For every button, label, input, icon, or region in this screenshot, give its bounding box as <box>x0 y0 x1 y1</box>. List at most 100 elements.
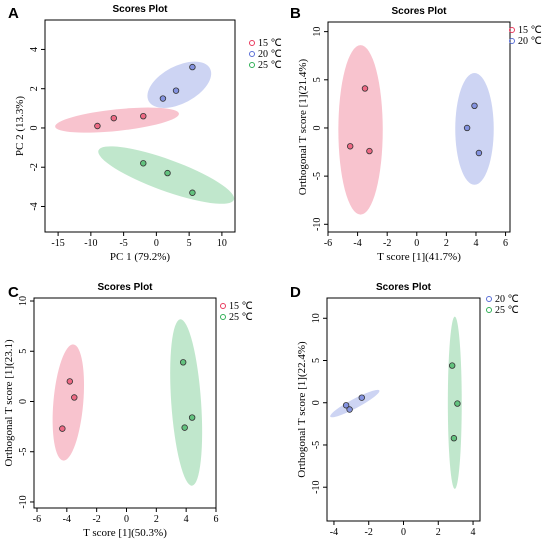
data-point-20C <box>471 102 478 110</box>
plot-title: Scores Plot <box>112 4 168 15</box>
data-point-20C <box>189 63 196 71</box>
plot-title: Scores Plot <box>391 6 447 17</box>
y-axis-label: Orthogonal T score [1](23.1) <box>3 339 15 467</box>
data-point-15C <box>110 114 117 122</box>
y-tick-label: -5 <box>18 448 29 456</box>
y-tick-label: 2 <box>29 86 40 91</box>
y-tick-label: 5 <box>311 358 322 363</box>
y-tick-label: 0 <box>29 125 40 130</box>
x-tick-label: -2 <box>365 527 373 538</box>
scores-plot-panel-b: B Scores Plot -6 -4 -2 0 2 4 6 -10 -5 0 5 10 T score [… <box>290 5 542 263</box>
legend-marker <box>509 27 515 33</box>
y-tick-label: -10 <box>18 495 29 508</box>
legend-marker <box>509 38 515 44</box>
y-tick-label: 10 <box>18 296 29 306</box>
data-point-20C <box>172 87 180 94</box>
legend-label: 25 ℃ <box>495 305 519 316</box>
legend-label: 25 ℃ <box>258 60 282 71</box>
y-axis-label: PC 2 (13.3%) <box>14 96 26 157</box>
panel-letter: B <box>290 5 301 22</box>
confidence-ellipse-20C <box>330 389 380 418</box>
data-point-20C <box>463 124 471 132</box>
y-tick-label: -10 <box>311 481 322 494</box>
y-tick-label: 0 <box>311 400 322 405</box>
legend-marker <box>249 40 255 46</box>
legend-label: 20 ℃ <box>258 49 282 60</box>
legend-label: 25 ℃ <box>229 312 253 323</box>
x-tick-label: -4 <box>353 238 361 249</box>
y-tick-label: -10 <box>312 218 323 231</box>
x-tick-label: 5 <box>187 238 192 249</box>
scores-plot-panel-c: C Scores Plot -6 -4 -2 0 2 4 6 -10 -5 0 5 10 T score [… <box>3 282 253 539</box>
legend-label: 15 ℃ <box>229 301 253 312</box>
x-tick-label: -4 <box>63 514 71 525</box>
data-point-25C <box>189 189 196 196</box>
panel-letter: C <box>8 284 19 301</box>
x-tick-label: 4 <box>471 527 476 538</box>
plot-title: Scores Plot <box>376 282 432 293</box>
x-tick-label: 4 <box>184 514 189 525</box>
x-tick-label: -15 <box>51 238 64 249</box>
confidence-ellipse-25C <box>170 319 203 486</box>
y-tick-label: 4 <box>29 47 40 52</box>
panel-letter: D <box>290 284 301 301</box>
data-point-20C <box>159 95 167 102</box>
data-point-25C <box>188 414 196 421</box>
data-point-20C <box>342 402 350 409</box>
y-tick-label: 0 <box>312 125 323 130</box>
x-tick-label: 2 <box>444 238 449 249</box>
confidence-ellipse-15C <box>55 107 179 133</box>
x-tick-label: 0 <box>154 238 159 249</box>
confidence-ellipse-20C <box>455 73 494 185</box>
x-axis-label: T score [1](41.7%) <box>377 251 461 263</box>
data-point-20C <box>475 149 483 157</box>
data-point-20C <box>346 406 353 413</box>
confidence-ellipse-15C <box>338 45 383 215</box>
x-tick-label: -4 <box>330 527 338 538</box>
data-point-20C <box>358 394 365 401</box>
legend-marker <box>220 303 226 309</box>
plot-frame <box>327 21 511 233</box>
x-axis-label: PC 1 (79.2%) <box>110 251 171 263</box>
legend-marker <box>486 307 492 313</box>
data-point-15C <box>66 378 74 385</box>
data-point-15C <box>140 112 147 120</box>
x-tick-label: 0 <box>414 238 419 249</box>
x-tick-label: 0 <box>401 527 406 538</box>
x-tick-label: -6 <box>324 238 332 249</box>
y-tick-label: -2 <box>29 163 40 171</box>
legend-label: 15 ℃ <box>258 38 282 49</box>
plot-title: Scores Plot <box>97 282 153 293</box>
x-tick-label: -10 <box>84 238 97 249</box>
x-tick-label: 2 <box>154 514 159 525</box>
y-tick-label: 5 <box>18 349 29 354</box>
x-tick-label: 6 <box>503 238 508 249</box>
legend-label: 20 ℃ <box>495 294 519 305</box>
data-point-15C <box>94 122 101 130</box>
plot-frame <box>33 297 217 509</box>
y-axis-label: Orthogonal T score [1](22.4%) <box>296 341 308 478</box>
x-tick-label: 4 <box>473 238 478 249</box>
x-tick-label: 0 <box>124 514 129 525</box>
data-point-25C <box>454 400 461 407</box>
x-tick-label: -2 <box>383 238 391 249</box>
data-point-15C <box>346 143 354 150</box>
scores-plot-panel-a: A Scores Plot -15 -10 -5 0 5 10 -4 -2 0 2 4 PC 1 (79.… <box>8 4 282 263</box>
x-tick-label: 10 <box>217 238 227 249</box>
x-tick-label: -5 <box>119 238 127 249</box>
y-tick-label: 0 <box>18 399 29 404</box>
legend-marker <box>220 314 226 320</box>
data-point-15C <box>71 394 78 401</box>
y-tick-label: -5 <box>311 441 322 449</box>
legend-label: 20 ℃ <box>518 36 542 47</box>
y-tick-label: 5 <box>312 77 323 82</box>
data-point-25C <box>448 362 456 369</box>
data-point-15C <box>366 147 373 155</box>
legend-marker <box>249 51 255 57</box>
legend-marker <box>486 296 492 302</box>
y-axis-label: Orthogonal T score [1](21.4%) <box>297 58 309 195</box>
data-point-25C <box>450 435 458 442</box>
plot-frame <box>44 19 236 233</box>
